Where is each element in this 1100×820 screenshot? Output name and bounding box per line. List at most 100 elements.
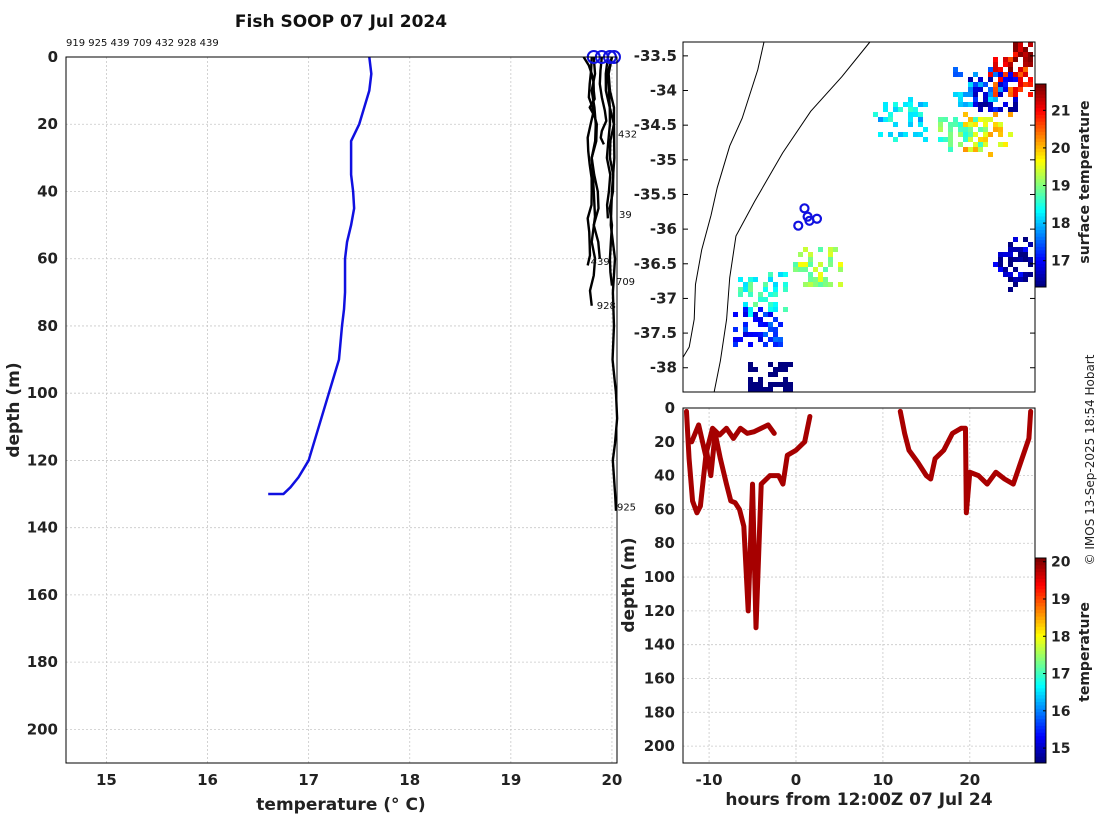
map-colorbar-label: surface temperature <box>1077 100 1093 263</box>
sst-pixel <box>773 317 778 322</box>
sst-pixel <box>973 102 978 107</box>
sst-pixel <box>983 137 988 142</box>
sst-pixel <box>1008 287 1013 292</box>
colorbar-segment <box>1035 670 1046 675</box>
sst-pixel <box>993 107 998 112</box>
colorbar-segment <box>1035 158 1046 163</box>
sst-pixel <box>1023 252 1028 257</box>
time-depth-tracks <box>683 408 1034 631</box>
sst-pixel <box>983 102 988 107</box>
colorbar-segment <box>1035 229 1046 234</box>
sst-pixel <box>958 72 963 77</box>
colorbar-segment <box>1035 739 1046 743</box>
sst-pixel <box>948 132 953 137</box>
sst-pixel <box>973 147 978 152</box>
colorbar-segment <box>1035 151 1046 156</box>
sst-pixel <box>983 92 988 97</box>
colorbar-segment <box>1035 111 1046 115</box>
sst-pixel <box>753 302 758 307</box>
sst-pixel <box>1008 57 1013 62</box>
colorbar-segment <box>1035 619 1046 624</box>
sst-pixel <box>953 92 958 97</box>
sst-pixel <box>803 262 808 267</box>
map-coastline-layer <box>682 41 871 393</box>
sst-pixel <box>768 312 773 317</box>
colorbar-segment <box>1035 280 1046 285</box>
profile-xtick-label: 17 <box>298 771 319 789</box>
sst-pixel <box>908 102 913 107</box>
sst-pixel <box>998 92 1003 97</box>
map-panel: -33.5 -34 -34.5 -35 -35.5 -36 -36.5 -37 -37.5 -38… <box>634 41 1093 393</box>
colorbar-segment <box>1035 182 1046 186</box>
sst-pixel <box>993 67 998 72</box>
colorbar-segment <box>1035 759 1046 764</box>
sst-pixel <box>773 382 778 387</box>
colorbar-segment <box>1035 263 1046 268</box>
sst-pixel <box>1003 252 1008 257</box>
sst-pixel <box>788 362 793 367</box>
colorbar-segment <box>1035 138 1046 143</box>
colorbar-tick-label: 19 <box>1051 592 1070 608</box>
profile-ytick-label: 100 <box>27 384 58 402</box>
sst-pixel <box>938 117 943 122</box>
time-depth-ytick-label: 60 <box>654 500 675 518</box>
sst-pixel <box>1008 262 1013 267</box>
sst-pixel <box>993 57 998 62</box>
time-depth-ytick-label: 160 <box>644 669 675 687</box>
sst-pixel <box>783 377 788 382</box>
colorbar-segment <box>1035 629 1046 634</box>
colorbar-segment <box>1035 605 1046 610</box>
sst-pixel <box>938 122 943 127</box>
colorbar-segment <box>1035 718 1046 723</box>
colorbar-tick-label: 17 <box>1051 254 1070 270</box>
colorbar-segment <box>1035 104 1046 109</box>
sst-pixel <box>733 342 738 347</box>
sst-pixel <box>828 262 833 267</box>
sst-pixel <box>768 327 773 332</box>
colorbar-segment <box>1035 609 1046 614</box>
sst-pixel <box>773 372 778 377</box>
sst-pixel <box>1028 57 1033 62</box>
colorbar-segment <box>1035 694 1046 699</box>
sst-pixel <box>978 82 983 87</box>
colorbar-segment <box>1035 171 1046 176</box>
colorbar-segment <box>1035 626 1046 631</box>
sst-pixel <box>743 327 748 332</box>
sst-pixel <box>1013 107 1018 112</box>
time-depth-ytick-label: 140 <box>644 636 675 654</box>
sst-pixel <box>763 312 768 317</box>
sst-pixel <box>758 382 763 387</box>
sst-pixel <box>893 107 898 112</box>
map-ticks: -33.5 -34 -34.5 -35 -35.5 -36 -36.5 -37 -37.5 -38 <box>634 47 1035 377</box>
profile-ytick-label: 40 <box>37 182 58 200</box>
sst-pixel <box>893 122 898 127</box>
sst-pixel <box>1013 247 1018 252</box>
colorbar-segment <box>1035 127 1046 132</box>
sst-pixel <box>963 127 968 132</box>
sst-pixel <box>828 282 833 287</box>
colorbar-segment <box>1035 97 1046 102</box>
profile-id-label: 39 <box>619 210 632 221</box>
colorbar-segment <box>1035 195 1046 200</box>
sst-pixel <box>748 292 753 297</box>
temperature-colorbar: 15 16 17 18 19 20 <box>1034 555 1071 764</box>
sst-pixel <box>968 82 973 87</box>
sst-pixel <box>963 112 968 117</box>
profile-id-label: 928 <box>597 301 616 312</box>
sst-pixel <box>938 127 943 132</box>
sst-pixel <box>893 137 898 142</box>
sst-pixel <box>768 272 773 277</box>
colorbar-segment <box>1035 131 1046 136</box>
sst-pixel <box>898 132 903 137</box>
ship-position-marker <box>804 215 815 226</box>
sst-pixel <box>738 292 743 297</box>
colorbar-frame <box>1034 557 1047 764</box>
sst-pixel <box>753 387 758 392</box>
sst-pixel <box>948 127 953 132</box>
sst-pixel <box>748 312 753 317</box>
sst-pixel <box>958 142 963 147</box>
sst-pixel <box>973 97 978 102</box>
sst-pixel <box>1018 247 1023 252</box>
sst-pixel <box>918 102 923 107</box>
